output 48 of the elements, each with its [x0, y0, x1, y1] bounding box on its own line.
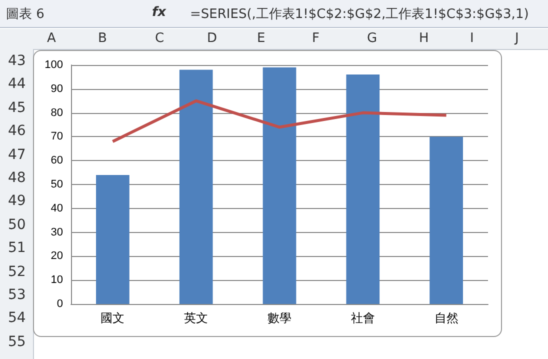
y-tick-label: 0	[56, 298, 63, 310]
text: 52	[8, 264, 26, 280]
text: 46	[8, 123, 26, 140]
y-tick-label: 70	[50, 130, 63, 143]
text: C	[155, 31, 164, 46]
text: E	[257, 31, 266, 46]
bar	[430, 136, 463, 304]
text: D	[207, 31, 218, 46]
text: 49	[8, 193, 26, 210]
y-tick-label: 90	[50, 82, 63, 95]
y-tick-label: 20	[50, 250, 63, 262]
text: F	[312, 31, 320, 46]
text: H	[419, 31, 429, 46]
line-series	[111, 99, 448, 143]
text: G	[367, 31, 378, 46]
text: 54	[8, 310, 26, 326]
y-tick-label: 100	[44, 59, 63, 71]
text: 44	[8, 76, 26, 92]
text: 48	[8, 170, 26, 186]
bar	[346, 74, 380, 304]
x-tick-label: 數學	[268, 311, 292, 325]
y-tick-label: 60	[50, 154, 63, 167]
text: 50	[8, 216, 26, 233]
y-tick-label: 80	[50, 106, 63, 119]
bar	[179, 70, 213, 304]
x-tick-label: 自然	[434, 311, 458, 325]
x-tick-label: 社會	[350, 311, 375, 325]
x-tick-label: 國文	[100, 311, 125, 325]
text: 47	[8, 146, 26, 163]
bar	[262, 67, 296, 304]
y-tick-label: 30	[50, 226, 63, 238]
text: 45	[8, 100, 26, 116]
y-tick-label: 40	[50, 202, 63, 214]
text: B	[98, 31, 107, 46]
text: 圖表 6	[6, 6, 44, 23]
text: =SERIES(,工作表1!$C$2:$G$2,工作表1!$C$3:$G$3,1)	[190, 6, 529, 23]
x-tick-label: 英文	[184, 311, 208, 325]
text: I	[470, 31, 474, 46]
text: J	[515, 31, 519, 46]
text: A	[47, 31, 56, 46]
text: 55	[8, 334, 26, 350]
text: 53	[8, 287, 26, 303]
bar	[96, 174, 130, 304]
y-tick-label: 10	[50, 274, 63, 286]
text: fx	[152, 5, 166, 20]
y-tick-label: 50	[50, 178, 63, 190]
text: 43	[8, 53, 26, 69]
text: 51	[8, 240, 26, 256]
